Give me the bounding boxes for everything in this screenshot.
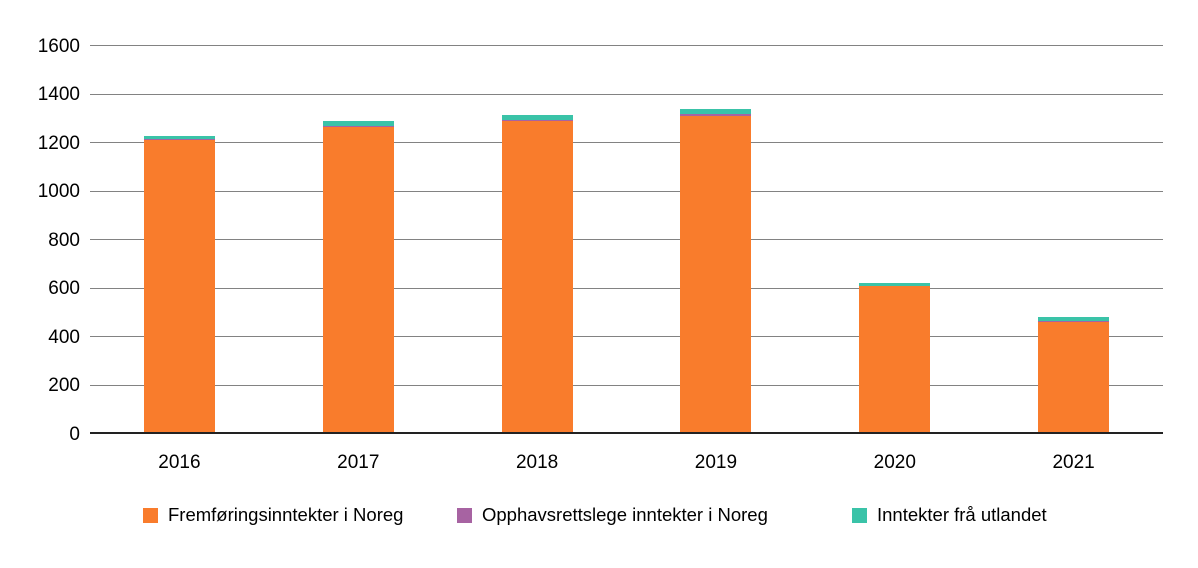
x-tick-label-2019: 2019 xyxy=(694,452,738,473)
y-tick-label-1200: 1200 xyxy=(37,132,80,154)
bar-segment xyxy=(859,283,931,286)
bar-2020 xyxy=(859,283,931,434)
gridline-y-1400 xyxy=(90,93,1163,95)
bar-2017 xyxy=(322,121,394,434)
legend-item-utlandet: Inntekter frå utlandet xyxy=(852,504,1047,526)
gridline-y-1200 xyxy=(90,142,1163,143)
bar-2016 xyxy=(143,136,215,434)
legend: Fremføringsinntekter i Noreg Opphavsrett… xyxy=(0,504,1198,530)
bar-segment xyxy=(1038,317,1110,321)
y-tick-label-400: 400 xyxy=(48,326,80,348)
x-tick-label-2016: 2016 xyxy=(158,452,201,473)
bar-2018 xyxy=(501,115,573,434)
bar-segment xyxy=(143,139,215,141)
bar-segment xyxy=(859,286,931,434)
gridline-y-600 xyxy=(90,287,1163,289)
x-tick-label-2018: 2018 xyxy=(515,452,559,473)
y-tick-label-1400: 1400 xyxy=(37,84,80,105)
legend-label: Opphavsrettslege inntekter i Noreg xyxy=(482,504,768,525)
bar-segment xyxy=(143,136,215,140)
bar-segment xyxy=(680,113,752,117)
bar-segment xyxy=(501,121,573,434)
gridline-y-400 xyxy=(90,336,1163,337)
y-tick-label-1600: 1600 xyxy=(37,35,80,57)
bar-segment xyxy=(501,115,573,120)
gridline-y-1600 xyxy=(90,45,1163,46)
x-tick-label-2020: 2020 xyxy=(873,452,916,473)
legend-swatch-orange xyxy=(143,507,158,523)
legend-swatch-teal xyxy=(852,507,867,523)
bar-segment xyxy=(322,125,394,127)
y-tick-label-1000: 1000 xyxy=(37,181,80,202)
bar-segment xyxy=(1038,320,1110,322)
x-tick-label-2021: 2021 xyxy=(1052,452,1095,473)
bar-segment xyxy=(680,109,752,114)
plot-area xyxy=(90,45,1163,434)
bar-segment xyxy=(143,140,215,434)
legend-swatch-purple xyxy=(457,507,472,523)
y-tick-label-0: 0 xyxy=(69,423,80,445)
legend-item-fremforingsinntekter: Fremføringsinntekter i Noreg xyxy=(143,504,403,526)
bar-segment xyxy=(501,119,573,122)
bar-segment xyxy=(680,116,752,434)
gridline-y-1000 xyxy=(90,190,1163,192)
y-tick-label-800: 800 xyxy=(48,229,80,251)
bar-segment xyxy=(1038,321,1110,434)
legend-label: Inntekter frå utlandet xyxy=(877,504,1047,525)
legend-label: Fremføringsinntekter i Noreg xyxy=(168,504,404,525)
y-tick-label-600: 600 xyxy=(48,278,80,299)
x-axis-baseline xyxy=(90,432,1163,434)
gridline-y-200 xyxy=(90,384,1163,386)
y-tick-label-200: 200 xyxy=(48,375,80,396)
bar-segment xyxy=(322,121,394,126)
bar-2021 xyxy=(1038,317,1110,434)
legend-item-opphavsrettslege: Opphavsrettslege inntekter i Noreg xyxy=(457,504,768,526)
bar-2019 xyxy=(680,109,752,434)
x-tick-label-2017: 2017 xyxy=(337,452,380,473)
bar-segment xyxy=(322,127,394,434)
gridline-y-800 xyxy=(90,239,1163,240)
